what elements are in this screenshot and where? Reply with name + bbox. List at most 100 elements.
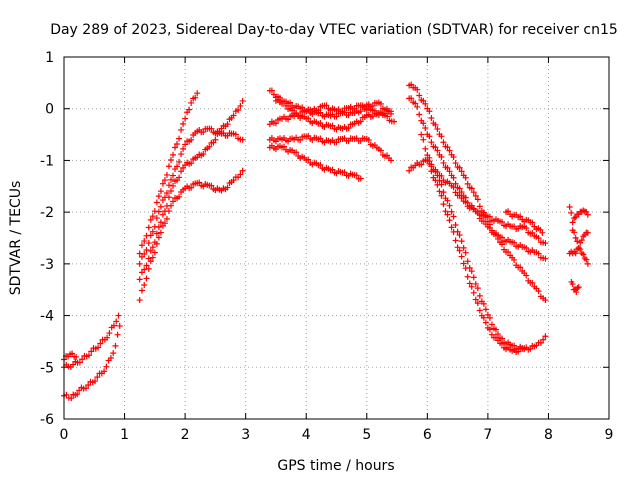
series-track-k <box>266 142 364 182</box>
data-point <box>484 311 491 318</box>
data-point <box>153 215 160 222</box>
data-point <box>388 157 394 164</box>
data-point <box>155 234 162 241</box>
data-point <box>237 102 244 109</box>
data-point <box>523 272 530 279</box>
data-point <box>147 247 154 254</box>
data-point <box>323 102 330 109</box>
data-point <box>428 115 435 122</box>
data-point <box>165 194 172 201</box>
data-point <box>174 163 181 170</box>
data-point <box>194 90 201 97</box>
data-point <box>456 232 463 239</box>
data-point <box>420 97 427 104</box>
data-point <box>101 368 108 375</box>
data-point <box>141 282 148 289</box>
data-point <box>153 240 160 247</box>
data-point <box>176 158 183 165</box>
data-point <box>208 182 215 189</box>
series-track-s <box>566 203 591 226</box>
data-point <box>499 234 506 241</box>
data-point <box>450 228 457 235</box>
data-point <box>462 198 469 205</box>
data-point <box>329 122 336 129</box>
data-point <box>499 335 506 342</box>
data-point <box>464 258 471 265</box>
data-point <box>110 350 117 357</box>
data-point <box>163 215 170 222</box>
y-tick-label: 1 <box>45 50 54 66</box>
data-point <box>583 256 590 263</box>
data-point <box>434 125 441 132</box>
data-point <box>458 238 465 245</box>
data-point <box>414 86 421 93</box>
data-point <box>444 164 451 171</box>
data-point <box>499 241 506 248</box>
y-tick-label: -6 <box>40 412 54 428</box>
data-point <box>157 229 164 236</box>
x-tick-label: 4 <box>302 427 311 443</box>
data-point <box>482 306 489 313</box>
data-point <box>458 195 465 202</box>
data-point <box>167 176 174 183</box>
data-point <box>188 184 195 191</box>
data-point <box>458 189 465 196</box>
data-point <box>239 136 246 143</box>
data-point <box>580 251 587 258</box>
data-point <box>584 229 591 236</box>
data-point <box>147 216 154 223</box>
data-point <box>333 139 340 146</box>
data-point <box>539 229 546 236</box>
plot-frame <box>63 56 610 420</box>
data-point <box>412 100 419 107</box>
data-point <box>200 129 207 136</box>
data-point <box>149 244 156 251</box>
data-point <box>474 300 481 307</box>
data-point <box>69 350 76 357</box>
data-point <box>170 198 176 205</box>
data-point <box>206 143 213 150</box>
data-point <box>388 110 394 117</box>
data-point <box>167 188 174 195</box>
data-point <box>444 144 451 151</box>
data-point <box>192 94 199 101</box>
data-point <box>353 172 360 179</box>
data-point <box>159 180 166 187</box>
data-point <box>472 280 479 287</box>
data-point <box>170 182 176 189</box>
data-point <box>163 190 170 197</box>
data-point <box>305 156 312 163</box>
data-point <box>442 208 449 215</box>
data-point <box>460 260 467 267</box>
data-point <box>462 174 469 181</box>
data-point <box>446 168 453 175</box>
data-point <box>212 136 219 143</box>
data-point <box>482 319 489 326</box>
data-point <box>293 149 300 156</box>
x-tick-label: 2 <box>181 427 190 443</box>
series-track-j <box>266 132 394 164</box>
data-point <box>480 300 487 307</box>
data-point <box>569 281 576 288</box>
data-point <box>456 164 463 171</box>
data-point <box>357 108 364 115</box>
data-point <box>287 99 294 106</box>
data-point <box>436 177 443 184</box>
x-tick-label: 1 <box>120 427 129 443</box>
data-point <box>420 136 427 143</box>
data-point <box>157 188 164 195</box>
data-point <box>359 102 366 109</box>
data-point <box>480 218 487 225</box>
data-point <box>472 192 479 199</box>
data-point <box>188 99 195 106</box>
data-point <box>94 374 101 381</box>
data-point <box>474 196 481 203</box>
data-point <box>416 111 423 118</box>
data-point <box>440 139 447 146</box>
data-point <box>151 249 158 256</box>
data-point <box>232 131 239 138</box>
data-point <box>149 228 156 235</box>
data-point <box>161 177 168 184</box>
data-point <box>414 103 421 110</box>
x-tick-label: 9 <box>605 427 614 443</box>
